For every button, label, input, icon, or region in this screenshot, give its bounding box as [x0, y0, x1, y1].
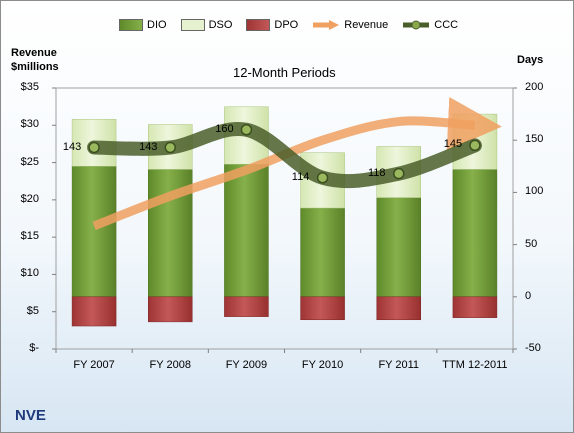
- plot-area: [52, 87, 517, 353]
- ccc-point: [469, 139, 481, 152]
- ccc-data-label: 145: [443, 138, 463, 151]
- y-left-tick-label: $10: [20, 267, 39, 280]
- ccc-point: [316, 172, 329, 184]
- y-left-tick-label: $30: [20, 118, 39, 131]
- line-series-group: [87, 96, 502, 231]
- bar-series-group: [71, 106, 498, 327]
- legend-label-dio: DIO: [147, 19, 167, 31]
- y-left-tick-label: $-: [29, 342, 39, 354]
- bar-dpo: [300, 296, 345, 321]
- legend-swatch-revenue: [313, 20, 340, 30]
- bar-dpo: [452, 296, 498, 318]
- bar-dio: [300, 207, 345, 298]
- bar-dpo: [148, 296, 193, 323]
- y-left-tick-label: $25: [20, 155, 39, 168]
- x-tick-label: FY 2011: [378, 359, 420, 371]
- legend: DIO DSO DPO Revenue CCC: [119, 17, 472, 33]
- y-right-axis-label: Days: [517, 54, 544, 66]
- legend-label-dpo: DPO: [274, 19, 299, 31]
- legend-item-ccc: CCC: [402, 19, 458, 31]
- bar-dpo: [71, 296, 117, 327]
- legend-item-dso: DSO: [180, 19, 233, 31]
- ccc-data-label: 143: [62, 140, 82, 153]
- y-left-tick-label: $5: [26, 304, 39, 317]
- x-tick-label: FY 2010: [301, 359, 344, 371]
- y-left-axis-label-line1: Revenue: [11, 47, 57, 59]
- bar-dio: [224, 163, 269, 298]
- chart-title: 12-Month Periods: [233, 65, 336, 80]
- ccc-point: [393, 167, 405, 180]
- x-tick-label: FY 2007: [73, 359, 115, 371]
- y-right-tick-label: 100: [525, 185, 544, 198]
- ccc-data-label: 118: [367, 166, 386, 179]
- bar-dpo: [376, 296, 421, 321]
- x-tick-label: TTM 12-2011: [442, 359, 508, 371]
- x-tick-label: FY 2008: [149, 359, 191, 371]
- ccc-data-label: 114: [291, 170, 310, 183]
- legend-label-dso: DSO: [208, 19, 233, 31]
- legend-swatch-dso: [180, 19, 205, 31]
- x-tick-label: FY 2009: [225, 359, 268, 371]
- y-left-axis-label-line2: $millions: [11, 61, 59, 73]
- y-left-tick-label: $20: [20, 192, 39, 205]
- y-right-tick-label: 0: [525, 289, 532, 302]
- legend-item-dpo: DPO: [246, 19, 298, 31]
- legend-item-dio: DIO: [119, 19, 167, 31]
- ccc-data-label: 160: [215, 122, 234, 135]
- bar-dpo: [224, 296, 269, 317]
- legend-swatch-ccc: [403, 20, 430, 30]
- bar-dio: [376, 197, 421, 298]
- ccc-data-label: 143: [139, 140, 158, 153]
- legend-label-ccc: CCC: [434, 19, 459, 31]
- legend-swatch-dio: [119, 19, 143, 31]
- ccc-point: [164, 141, 176, 154]
- ccc-point: [88, 141, 100, 154]
- y-right-tick-label: 50: [525, 237, 538, 250]
- bar-dio: [71, 166, 117, 298]
- y-right-tick-label: 150: [525, 133, 544, 146]
- company-name: NVE: [15, 407, 46, 424]
- y-right-tick-label: -50: [525, 342, 541, 354]
- y-left-tick-label: $35: [20, 81, 39, 93]
- y-right-tick-label: 200: [525, 81, 544, 93]
- ccc-point: [240, 124, 253, 136]
- bar-dio: [452, 169, 498, 298]
- y-left-tick-label: $15: [20, 230, 39, 243]
- legend-label-revenue: Revenue: [344, 19, 389, 31]
- legend-swatch-dpo: [246, 19, 271, 31]
- legend-item-revenue: Revenue: [312, 19, 388, 31]
